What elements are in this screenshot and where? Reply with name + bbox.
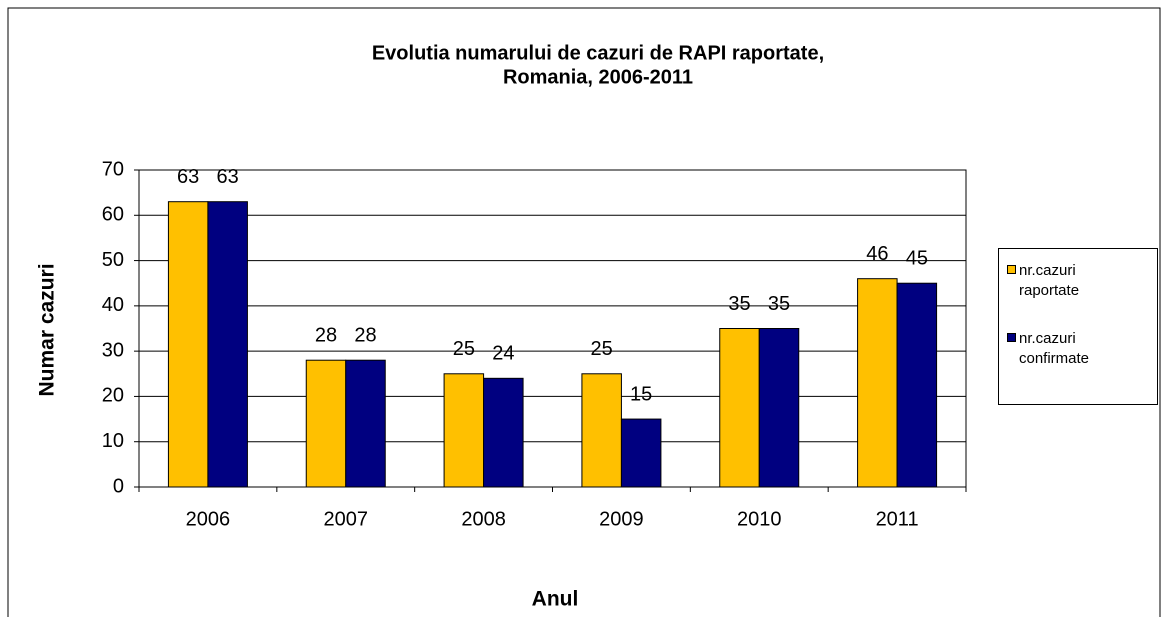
chart-frame (7, 7, 1161, 617)
plot-frame (138, 169, 967, 488)
value-label: 63 (177, 166, 199, 188)
value-label: 25 (453, 338, 475, 360)
chart-title: Romania, 2006-2011 (503, 66, 693, 88)
bar (443, 373, 485, 488)
bar (345, 359, 386, 488)
y-tick-label: 60 (102, 204, 124, 226)
y-tick-label: 70 (102, 158, 124, 180)
y-tick-label: 30 (102, 339, 124, 361)
legend-label: nr.cazuri raportate (1019, 262, 1080, 299)
x-tick-label: 2007 (324, 508, 369, 530)
legend-swatch (1007, 333, 1016, 342)
legend-swatch (1007, 265, 1016, 274)
value-label: 46 (866, 243, 888, 265)
bar (857, 278, 898, 488)
chart-title: Evolutia numarului de cazuri de RAPI rap… (372, 42, 824, 64)
bar (167, 201, 209, 488)
y-tick-label: 10 (102, 430, 124, 452)
legend-entry: nr.cazuri confirmate (1007, 329, 1147, 369)
x-tick-label: 2006 (186, 508, 231, 530)
value-label: 35 (728, 293, 750, 315)
legend: nr.cazuri raportate nr.cazuri confirmate (998, 248, 1158, 405)
x-tick-label: 2009 (599, 508, 644, 530)
value-label: 24 (492, 343, 514, 365)
bar (620, 418, 662, 488)
value-label: 28 (354, 324, 376, 346)
value-label: 63 (217, 166, 239, 188)
y-tick-label: 50 (102, 249, 124, 271)
y-axis-title: Numar cazuri (36, 263, 59, 396)
legend-entry: nr.cazuri raportate (1007, 261, 1147, 301)
value-label: 45 (906, 247, 928, 269)
bar (207, 201, 248, 488)
y-tick-label: 40 (102, 294, 124, 316)
bar (896, 282, 938, 488)
bar (758, 328, 800, 488)
bar (483, 377, 524, 488)
x-axis-title: Anul (532, 588, 579, 611)
bar (305, 359, 347, 488)
legend-label: nr.cazuri confirmate (1019, 330, 1090, 367)
x-tick-label: 2008 (461, 508, 506, 530)
y-tick-label: 20 (102, 385, 124, 407)
x-tick-label: 2010 (737, 508, 782, 530)
x-tick-label: 2011 (876, 508, 919, 530)
value-label: 25 (591, 338, 613, 360)
bar (581, 373, 622, 488)
value-label: 28 (315, 324, 337, 346)
value-label: 35 (768, 293, 790, 315)
bar (719, 328, 760, 488)
y-tick-label: 0 (113, 475, 124, 497)
value-label: 15 (630, 383, 652, 405)
